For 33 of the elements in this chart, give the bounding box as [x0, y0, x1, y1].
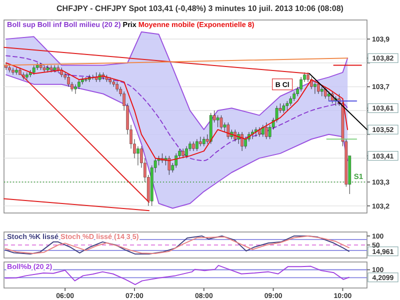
line-series [6, 31, 348, 130]
candlestick [220, 115, 223, 130]
candlestick [258, 126, 261, 138]
candlestick [313, 82, 316, 94]
candlestick [192, 141, 195, 152]
candlestick [202, 136, 206, 147]
candlestick [198, 136, 202, 147]
candlestick [244, 136, 247, 149]
candlestick [282, 103, 286, 114]
candlestick [15, 67, 18, 76]
candlestick [168, 156, 171, 176]
candlestick [216, 115, 220, 128]
candlestick [327, 91, 330, 102]
candlestick [240, 132, 244, 152]
candlestick [60, 67, 64, 78]
candlestick [316, 82, 320, 94]
candlestick [264, 122, 268, 140]
candlestick [226, 122, 230, 140]
candlestick [185, 146, 188, 158]
candlestick [289, 96, 292, 106]
candlestick [136, 146, 140, 166]
candlestick [12, 67, 14, 76]
candlestick [74, 84, 77, 94]
candlestick [196, 138, 198, 152]
chart-title: CHFJPY - CHFJPY Spot 103,41 (-0,48%) 3 minutes 10 juil. 2013 10:06 (08:08) [56, 4, 344, 13]
candlestick [116, 82, 119, 92]
candlestick [300, 76, 303, 92]
candlestick [324, 86, 327, 99]
candlestick [32, 64, 36, 76]
candlestick [8, 64, 12, 73]
candlestick [320, 86, 324, 97]
candlestick [261, 124, 264, 138]
candlestick [67, 74, 70, 88]
